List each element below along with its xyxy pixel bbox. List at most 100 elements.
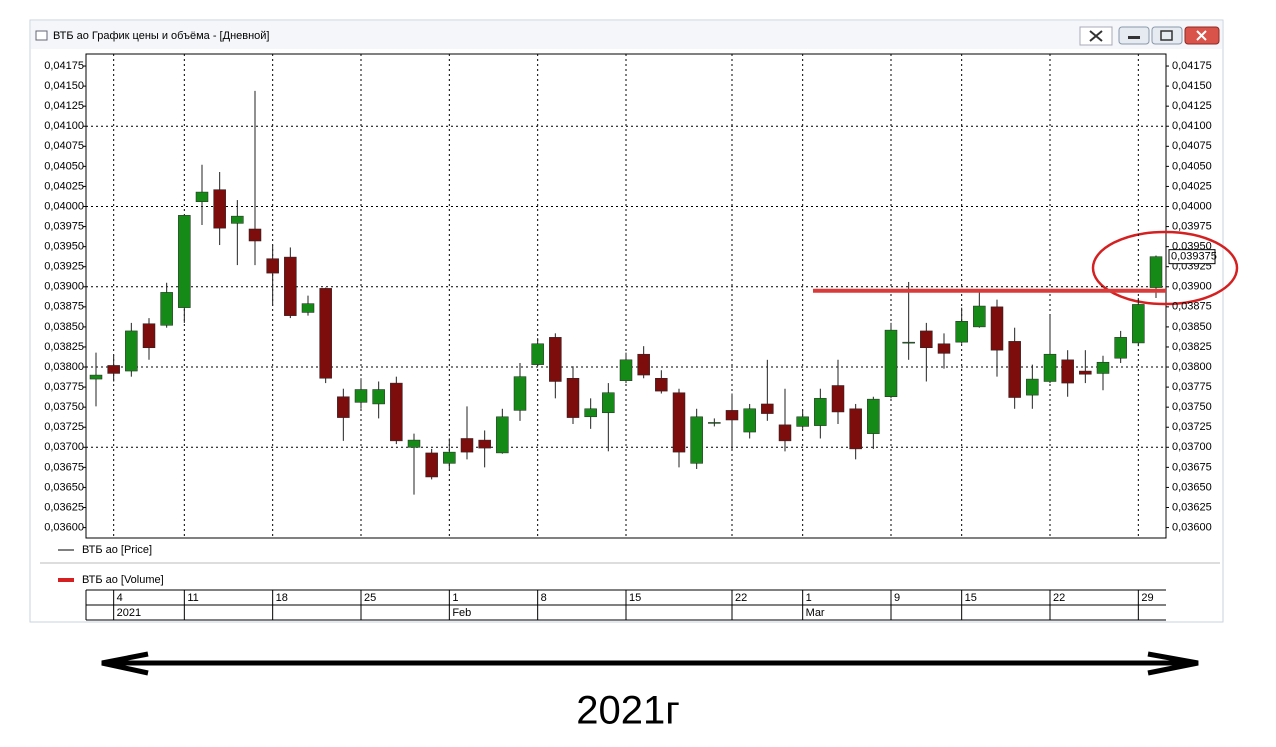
candle-body: [107, 365, 120, 374]
y-tick-label-right: 0,03825: [1172, 341, 1212, 353]
y-tick-label: 0,03700: [44, 441, 84, 453]
month-label: 2021: [117, 607, 141, 619]
candle-body: [655, 378, 668, 392]
candle-body: [460, 438, 474, 453]
last-price-label: 0,039375: [1171, 251, 1217, 263]
candle-body: [920, 330, 933, 349]
candle-body: [672, 392, 686, 453]
y-tick-label: 0,03950: [44, 241, 84, 253]
y-tick-label: 0,03925: [44, 261, 84, 273]
maximize-button[interactable]: [1151, 26, 1183, 45]
candle-body: [301, 303, 315, 313]
candle-body: [955, 321, 968, 343]
y-tick-label: 0,04050: [44, 160, 84, 172]
y-tick-label-right: 0,04075: [1172, 140, 1212, 152]
y-tick-label: 0,04175: [44, 60, 84, 72]
caption: 2021г: [576, 689, 680, 733]
x-tick-label: 9: [894, 592, 900, 604]
y-tick-label: 0,03875: [44, 301, 84, 313]
candle-body: [372, 389, 385, 405]
candle-body: [1079, 370, 1092, 375]
candle-body: [884, 329, 898, 397]
candle-body: [443, 451, 456, 464]
legend-label: ВТБ ао [Volume]: [82, 574, 164, 586]
candle-body: [937, 343, 951, 354]
candle-body: [849, 408, 862, 450]
y-tick-label: 0,03725: [44, 421, 84, 433]
y-tick-label-right: 0,04100: [1172, 120, 1212, 132]
x-tick-label: 22: [1053, 592, 1065, 604]
candle-body: [690, 416, 703, 464]
x-tick-label: 15: [965, 592, 977, 604]
title-bar: [31, 21, 1222, 49]
maximize-icon: [1160, 30, 1173, 41]
candle-body: [602, 392, 615, 414]
y-tick-label-right: 0,03900: [1172, 281, 1212, 293]
candle-body: [1043, 353, 1057, 382]
candle-body: [1008, 341, 1021, 398]
y-tick-label: 0,03900: [44, 281, 84, 293]
x-tick-label: 11: [187, 592, 198, 604]
candle-body: [231, 215, 244, 224]
candle-body: [160, 292, 173, 326]
candle-body: [1132, 304, 1145, 344]
candle-body: [973, 305, 986, 328]
y-tick-label: 0,03850: [44, 321, 84, 333]
y-tick-label: 0,04075: [44, 140, 84, 152]
candle-body: [1096, 361, 1110, 374]
candle-body: [778, 424, 792, 442]
y-tick-label-right: 0,03750: [1172, 401, 1212, 413]
y-tick-label: 0,03650: [44, 481, 84, 493]
y-tick-label: 0,03975: [44, 220, 84, 232]
candle-body: [266, 258, 279, 274]
arrow-head: [1147, 651, 1199, 676]
x-tick-label: 4: [117, 592, 123, 604]
y-tick-label: 0,03800: [44, 361, 84, 373]
candle-body: [213, 189, 226, 229]
x-tick-label: 18: [276, 592, 288, 604]
y-tick-label-right: 0,04175: [1172, 60, 1212, 72]
y-tick-label: 0,04100: [44, 120, 84, 132]
candle-body: [902, 341, 915, 344]
y-tick-label: 0,03600: [44, 521, 84, 533]
y-tick-label-right: 0,03800: [1172, 361, 1212, 373]
x-tick-label: 8: [541, 592, 547, 604]
candle-body: [796, 416, 809, 427]
highlight-ellipse: [1091, 230, 1239, 306]
y-tick-label: 0,03625: [44, 501, 84, 513]
x-tick-label: 15: [629, 592, 641, 604]
arrow-head: [101, 651, 149, 676]
candle-body: [1114, 337, 1127, 359]
y-tick-label-right: 0,03875: [1172, 301, 1212, 313]
y-tick-label-right: 0,03725: [1172, 421, 1212, 433]
candle-body: [284, 256, 297, 316]
candle-body: [725, 410, 739, 421]
candle-body: [390, 382, 403, 442]
legend-label: ВТБ ао [Price]: [82, 544, 152, 556]
candle-body: [195, 191, 209, 202]
pin-icon: [1089, 30, 1103, 42]
candle-body: [566, 378, 580, 418]
minimize-button[interactable]: [1118, 26, 1150, 45]
y-tick-label-right: 0,04150: [1172, 80, 1212, 92]
candle-body: [496, 416, 509, 454]
candle-body: [1026, 378, 1039, 396]
month-label: Feb: [452, 607, 471, 619]
minimize-icon: [1128, 36, 1140, 39]
y-tick-label-right: 0,04125: [1172, 100, 1212, 112]
candle-body: [425, 452, 438, 478]
candle-body: [831, 385, 845, 413]
x-tick-label: 1: [452, 592, 458, 604]
y-tick-label-right: 0,03850: [1172, 321, 1212, 333]
y-tick-label-right: 0,03650: [1172, 481, 1212, 493]
candle-body: [89, 374, 103, 380]
candle-body: [990, 306, 1004, 351]
candle-body: [584, 408, 597, 418]
window-icon: [35, 30, 48, 41]
y-tick-label: 0,04150: [44, 80, 84, 92]
month-label: Mar: [806, 607, 825, 619]
candle-body: [337, 396, 350, 418]
candle-body: [637, 353, 650, 376]
candle-body: [708, 422, 721, 424]
